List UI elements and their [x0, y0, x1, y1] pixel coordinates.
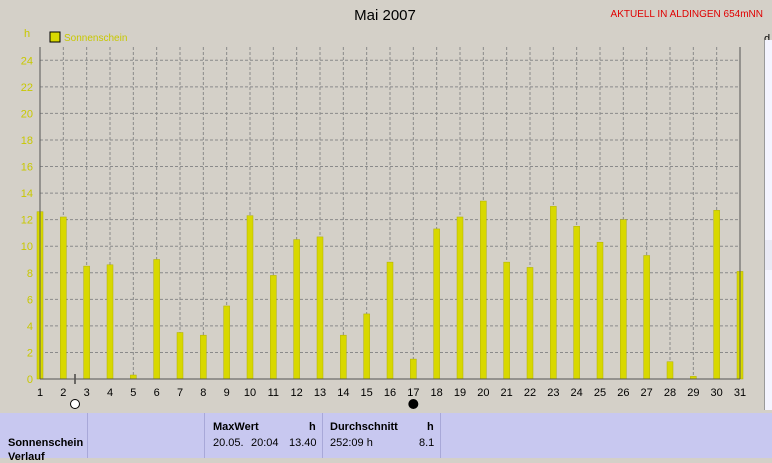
bar-day-8 — [200, 334, 207, 380]
bar-day-24 — [573, 226, 580, 380]
bar-day-5 — [130, 374, 137, 380]
right-panel-edge-lower — [764, 240, 772, 270]
x-tick-label: 10 — [244, 387, 256, 399]
y-tick-label: 16 — [21, 162, 33, 174]
bar-day-12 — [293, 239, 300, 380]
x-tick-label: 4 — [107, 387, 113, 399]
bar-day-20 — [480, 200, 487, 380]
row-label: Sonnenschein — [8, 437, 84, 449]
bar-day-23 — [550, 206, 557, 380]
x-tick-label: 24 — [571, 387, 583, 399]
bar-day-14 — [340, 334, 347, 380]
max-unit: h — [309, 421, 316, 433]
bar-day-10 — [246, 215, 254, 380]
bar-day-4 — [106, 264, 114, 380]
bar-day-17 — [410, 358, 417, 380]
bar-day-18 — [433, 228, 440, 380]
x-tick-label: 25 — [594, 387, 606, 399]
station-note: AKTUELL IN ALDINGEN 654mNN — [611, 9, 763, 20]
bar-day-7 — [176, 332, 184, 380]
y-tick-label: 10 — [21, 241, 33, 253]
bar-day-15 — [363, 313, 370, 380]
max-cell: MaxWert h 20.05. 20:04 13.40 — [205, 413, 323, 458]
bar-day-19 — [456, 216, 464, 380]
bar-day-26 — [620, 219, 627, 380]
legend-label: Sonnenschein — [64, 33, 127, 44]
x-tick-label: 2 — [60, 387, 66, 399]
y-tick-label: 18 — [21, 135, 33, 147]
max-header: MaxWert — [213, 421, 259, 433]
x-tick-label: 6 — [154, 387, 160, 399]
chart-title: Mai 2007 — [354, 7, 416, 24]
x-tick-label: 26 — [617, 387, 629, 399]
max-time: 20:04 — [251, 437, 279, 449]
x-tick-label: 13 — [314, 387, 326, 399]
x-tick-label: 12 — [291, 387, 303, 399]
y-axis-unit: h — [24, 28, 30, 40]
bar-day-13 — [316, 236, 324, 380]
x-tick-label: 5 — [130, 387, 136, 399]
avg-cell: Durchschnitt h 252:09 h 8.1 — [323, 413, 441, 458]
x-tick-label: 3 — [84, 387, 90, 399]
full-moon-icon — [70, 399, 80, 409]
x-tick-label: 21 — [501, 387, 513, 399]
y-tick-label: 24 — [21, 55, 33, 67]
x-tick-label: 20 — [477, 387, 489, 399]
x-tick-label: 1 — [37, 387, 43, 399]
row-label-2: Verlauf — [8, 451, 45, 463]
x-tick-label: 30 — [711, 387, 723, 399]
y-tick-label: 22 — [21, 82, 33, 94]
x-tick-label: 22 — [524, 387, 536, 399]
avg-unit: h — [427, 421, 434, 433]
avg-value: 8.1 — [419, 437, 435, 449]
x-tick-label: 27 — [641, 387, 653, 399]
row-label-cell: Sonnenschein Verlauf — [0, 413, 88, 463]
y-tick-label: 0 — [27, 374, 33, 386]
bar-day-16 — [386, 261, 394, 380]
x-tick-label: 28 — [664, 387, 676, 399]
bar-day-27 — [643, 255, 650, 380]
avg-header: Durchschnitt — [330, 421, 398, 433]
x-tick-label: 8 — [200, 387, 206, 399]
y-tick-label: 4 — [27, 321, 33, 333]
bar-day-22 — [526, 267, 534, 380]
y-tick-label: 2 — [27, 347, 33, 359]
legend-swatch — [49, 31, 61, 43]
avg-total: 252:09 h — [330, 437, 373, 449]
x-tick-label: 16 — [384, 387, 396, 399]
y-tick-label: 6 — [27, 294, 33, 306]
bar-day-21 — [503, 261, 510, 380]
right-panel-edge — [764, 40, 772, 410]
empty-cell — [88, 413, 205, 458]
bar-day-9 — [223, 305, 230, 380]
x-tick-label: 29 — [687, 387, 699, 399]
y-tick-label: 8 — [27, 268, 33, 280]
new-moon-icon — [408, 399, 419, 409]
y-tick-label: 12 — [21, 215, 33, 227]
x-tick-label: 15 — [361, 387, 373, 399]
x-tick-label: 19 — [454, 387, 466, 399]
y-tick-label: 20 — [21, 108, 33, 120]
bar-day-30 — [713, 210, 720, 380]
y-tick-label: 14 — [21, 188, 33, 200]
bar-day-3 — [83, 265, 90, 380]
bar-day-28 — [666, 361, 674, 380]
bar-day-25 — [596, 241, 604, 380]
bar-day-11 — [270, 275, 277, 380]
x-tick-label: 14 — [337, 387, 349, 399]
sunshine-chart: Mai 2007 AKTUELL IN ALDINGEN 654mNN h d … — [21, 7, 770, 409]
bar-day-2 — [60, 216, 67, 380]
bar-day-6 — [153, 259, 160, 380]
max-value: 13.40 — [289, 437, 317, 449]
x-tick-label: 9 — [224, 387, 230, 399]
x-tick-label: 31 — [734, 387, 746, 399]
x-tick-label: 11 — [268, 387, 279, 399]
x-tick-label: 17 — [407, 387, 419, 399]
stats-table: Sonnenschein Verlauf MaxWert h 20.05. 20… — [0, 413, 772, 463]
max-date: 20.05. — [213, 437, 244, 449]
x-tick-label: 7 — [177, 387, 183, 399]
right-axis-label: d — [764, 33, 770, 45]
x-tick-label: 18 — [431, 387, 443, 399]
x-tick-label: 23 — [547, 387, 559, 399]
